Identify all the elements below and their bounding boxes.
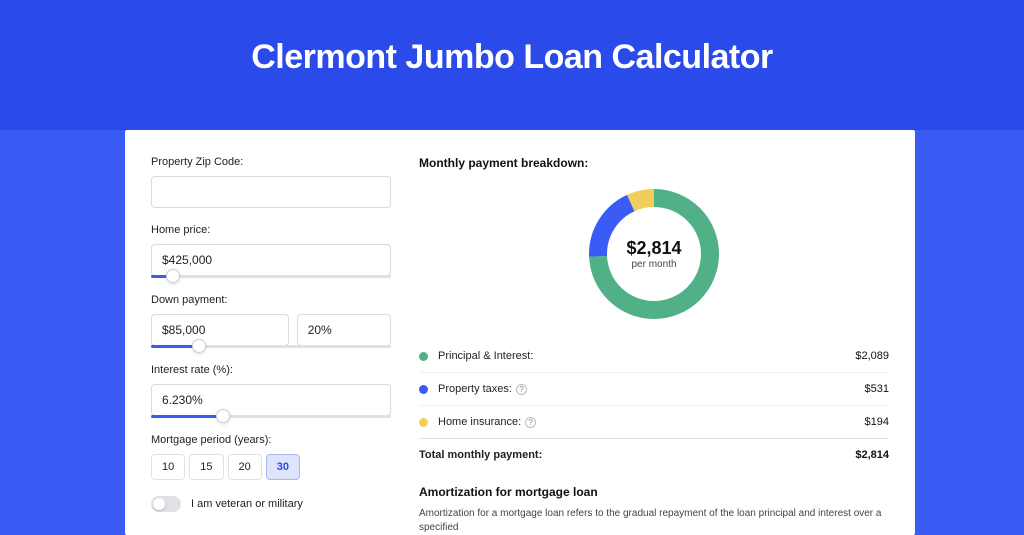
- legend-dot-icon: [419, 352, 428, 361]
- info-icon[interactable]: ?: [516, 384, 527, 395]
- breakdown-title: Monthly payment breakdown:: [419, 156, 889, 170]
- zip-field: Property Zip Code:: [151, 156, 391, 208]
- legend-dot-icon: [419, 418, 428, 427]
- legend-dot-icon: [419, 385, 428, 394]
- donut-chart: $2,814 per month: [584, 184, 724, 324]
- breakdown-column: Monthly payment breakdown: $2,814 per mo…: [419, 156, 889, 535]
- veteran-row: I am veteran or military: [151, 496, 391, 512]
- mortgage-period-field: Mortgage period (years): 10152030: [151, 434, 391, 480]
- amortization-text: Amortization for a mortgage loan refers …: [419, 507, 889, 535]
- home-price-label: Home price:: [151, 224, 391, 236]
- home-price-slider[interactable]: [151, 275, 391, 278]
- breakdown-value: $531: [865, 383, 889, 395]
- interest-rate-label: Interest rate (%):: [151, 364, 391, 376]
- home-price-input[interactable]: [151, 244, 391, 276]
- down-payment-field: Down payment:: [151, 294, 391, 348]
- info-icon[interactable]: ?: [525, 417, 536, 428]
- down-payment-label: Down payment:: [151, 294, 391, 306]
- down-payment-amount-input[interactable]: [151, 314, 289, 346]
- veteran-label: I am veteran or military: [191, 498, 303, 510]
- interest-rate-field: Interest rate (%):: [151, 364, 391, 418]
- down-payment-percent-input[interactable]: [297, 314, 391, 346]
- header-band: Clermont Jumbo Loan Calculator: [0, 0, 1024, 130]
- period-option-10[interactable]: 10: [151, 454, 185, 480]
- donut-sub: per month: [631, 259, 676, 270]
- form-column: Property Zip Code: Home price: Down paym…: [151, 156, 391, 535]
- breakdown-row-1: Property taxes:?$531: [419, 373, 889, 406]
- breakdown-label: Home insurance:?: [438, 416, 865, 428]
- zip-label: Property Zip Code:: [151, 156, 391, 168]
- breakdown-value: $2,089: [855, 350, 889, 362]
- donut-chart-wrap: $2,814 per month: [419, 184, 889, 324]
- breakdown-label: Principal & Interest:: [438, 350, 855, 362]
- mortgage-period-label: Mortgage period (years):: [151, 434, 391, 446]
- zip-input[interactable]: [151, 176, 391, 208]
- period-option-20[interactable]: 20: [228, 454, 262, 480]
- amortization-title: Amortization for mortgage loan: [419, 485, 889, 499]
- breakdown-row-0: Principal & Interest:$2,089: [419, 340, 889, 373]
- breakdown-row-2: Home insurance:?$194: [419, 406, 889, 439]
- donut-amount: $2,814: [626, 238, 681, 259]
- page-title: Clermont Jumbo Loan Calculator: [0, 38, 1024, 77]
- total-label: Total monthly payment:: [419, 449, 855, 461]
- interest-rate-slider[interactable]: [151, 415, 391, 418]
- breakdown-label: Property taxes:?: [438, 383, 865, 395]
- total-row: Total monthly payment: $2,814: [419, 439, 889, 475]
- calculator-card: Property Zip Code: Home price: Down paym…: [125, 130, 915, 535]
- interest-rate-input[interactable]: [151, 384, 391, 416]
- period-option-15[interactable]: 15: [189, 454, 223, 480]
- down-payment-slider[interactable]: [151, 345, 391, 348]
- donut-center: $2,814 per month: [584, 184, 724, 324]
- total-value: $2,814: [855, 449, 889, 461]
- breakdown-value: $194: [865, 416, 889, 428]
- period-option-30[interactable]: 30: [266, 454, 300, 480]
- veteran-toggle[interactable]: [151, 496, 181, 512]
- home-price-field: Home price:: [151, 224, 391, 278]
